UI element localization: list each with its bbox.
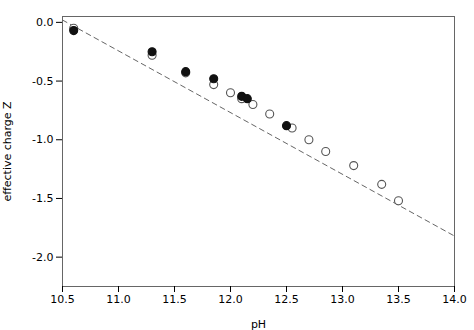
svg-text:0.0: 0.0 xyxy=(36,16,54,29)
svg-text:13.0: 13.0 xyxy=(330,293,355,306)
svg-text:13.5: 13.5 xyxy=(386,293,411,306)
svg-text:12.5: 12.5 xyxy=(274,293,299,306)
svg-text:14.0: 14.0 xyxy=(442,293,467,306)
svg-text:-0.5: -0.5 xyxy=(32,75,53,88)
svg-text:pH: pH xyxy=(251,318,266,330)
svg-text:-1.0: -1.0 xyxy=(32,133,53,146)
svg-text:12.0: 12.0 xyxy=(218,293,243,306)
svg-text:-1.5: -1.5 xyxy=(32,192,53,205)
svg-text:-2.0: -2.0 xyxy=(32,251,53,264)
svg-text:11.0: 11.0 xyxy=(106,293,131,306)
svg-text:11.5: 11.5 xyxy=(162,293,187,306)
svg-text:effective charge Z: effective charge Z xyxy=(1,101,14,202)
svg-text:10.5: 10.5 xyxy=(50,293,75,306)
